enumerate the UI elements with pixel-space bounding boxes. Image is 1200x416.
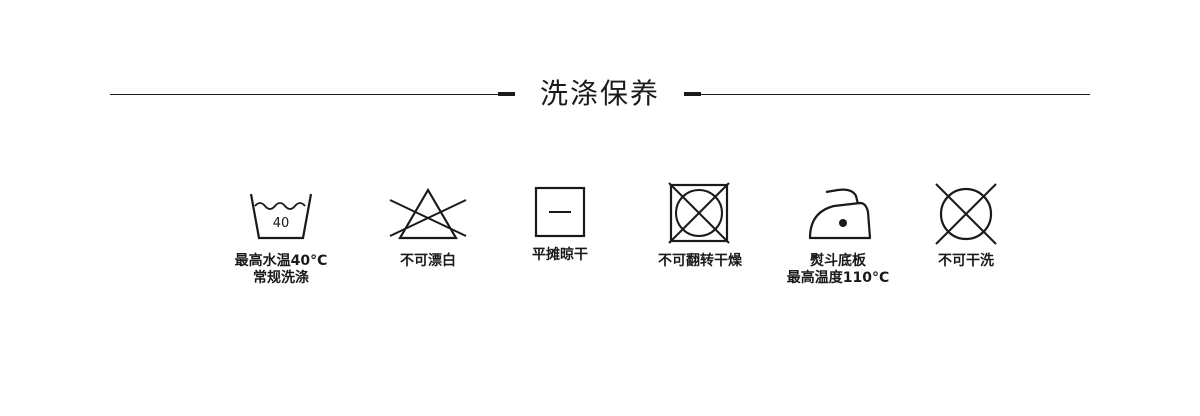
dry-flat-icon — [485, 182, 635, 246]
dry-flat-label: 平摊晾干 — [532, 247, 588, 263]
wash-label-line1: 最高水温40°C — [234, 253, 328, 269]
wash-40-icon: 40 — [206, 182, 356, 246]
no-bleach-icon — [353, 182, 503, 246]
care-item-no-bleach: 不可漂白 — [353, 182, 503, 270]
wash-temp-label: 40 — [273, 216, 290, 231]
iron-label-line2: 最高温度110°C — [786, 270, 890, 286]
no-dry-clean-icon — [891, 182, 1041, 246]
care-item-wash-40: 40 最高水温40°C 常规洗涤 — [206, 182, 356, 287]
no-tumble-dry-label: 不可翻转干燥 — [658, 253, 742, 269]
care-item-iron: 熨斗底板 最高温度110°C — [763, 182, 913, 287]
no-dry-clean-label: 不可干洗 — [938, 253, 994, 269]
no-bleach-label: 不可漂白 — [400, 253, 456, 269]
care-item-dry-flat: 平摊晾干 — [485, 182, 635, 264]
header-dash-right — [684, 92, 701, 96]
header-rule-left — [110, 94, 498, 95]
wash-label-line2: 常规洗涤 — [253, 270, 309, 286]
header-rule-right — [700, 94, 1090, 95]
section-title: 洗涤保养 — [539, 77, 660, 110]
iron-low-icon — [763, 182, 913, 246]
header-dash-left — [498, 92, 515, 96]
iron-label-line1: 熨斗底板 — [810, 253, 866, 269]
no-tumble-dry-icon — [625, 182, 775, 246]
care-item-no-dry-clean: 不可干洗 — [891, 182, 1041, 270]
care-item-no-tumble-dry: 不可翻转干燥 — [625, 182, 775, 270]
